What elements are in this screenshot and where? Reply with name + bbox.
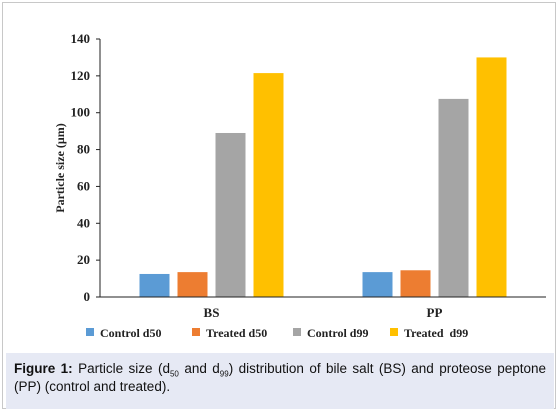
bar-bs-1 (139, 273, 170, 297)
legend: Control d50 Treated d50 Control d99 Treated… (86, 326, 468, 340)
caption-sub-1: 50 (169, 369, 179, 379)
figure-frame: 0 20 40 60 80 100 120 140 BS PP Control d50 Treat… (2, 2, 556, 409)
legend-label: Treated d99 (404, 326, 468, 340)
bar-chart: 0 20 40 60 80 100 120 140 BS PP Control d50 Treat… (53, 31, 546, 340)
y-tick-label: 120 (71, 68, 91, 83)
x-category-label: BS (204, 305, 220, 320)
bar-bs-2 (177, 272, 208, 297)
bar-pp-1 (362, 272, 393, 297)
legend-swatch (86, 328, 94, 336)
bar-pp-3 (438, 98, 469, 298)
chart-area: 0 20 40 60 80 100 120 140 BS PP Control d50 Treat… (6, 6, 558, 346)
y-tick-label: 60 (77, 178, 90, 193)
figure-caption: Figure 1: Particle size (d50 and d99) di… (6, 353, 554, 409)
caption-text-1: Particle size (d (72, 361, 170, 376)
legend-label: Treated d50 (206, 326, 267, 340)
x-category-label: PP (427, 305, 443, 320)
y-axis: 0 20 40 60 80 100 120 140 (71, 31, 101, 304)
caption-text-3: ) distribution of bile salt (BS) and pro… (14, 361, 546, 394)
caption-label: Figure 1: (14, 361, 73, 376)
y-tick-label: 0 (84, 289, 91, 304)
y-axis-label: Particle size (μm) (53, 123, 67, 212)
y-tick-label: 80 (77, 142, 90, 157)
legend-label: Control d99 (307, 326, 368, 340)
y-tick-label: 20 (77, 252, 90, 267)
x-axis: BS PP (100, 296, 546, 320)
y-tick-label: 140 (71, 31, 91, 46)
caption-text-2: and d (178, 361, 220, 376)
bar-bs-3 (215, 132, 246, 297)
y-tick-label: 40 (77, 215, 90, 230)
bars (139, 57, 507, 298)
bar-bs-4 (253, 73, 284, 297)
bar-pp-4 (476, 57, 507, 297)
legend-swatch (293, 328, 301, 336)
legend-label: Control d50 (100, 326, 161, 340)
caption-sub-2: 99 (219, 369, 229, 379)
legend-swatch (390, 328, 398, 336)
bar-pp-2 (400, 270, 431, 297)
y-tick-label: 100 (71, 105, 91, 120)
legend-swatch (192, 328, 200, 336)
